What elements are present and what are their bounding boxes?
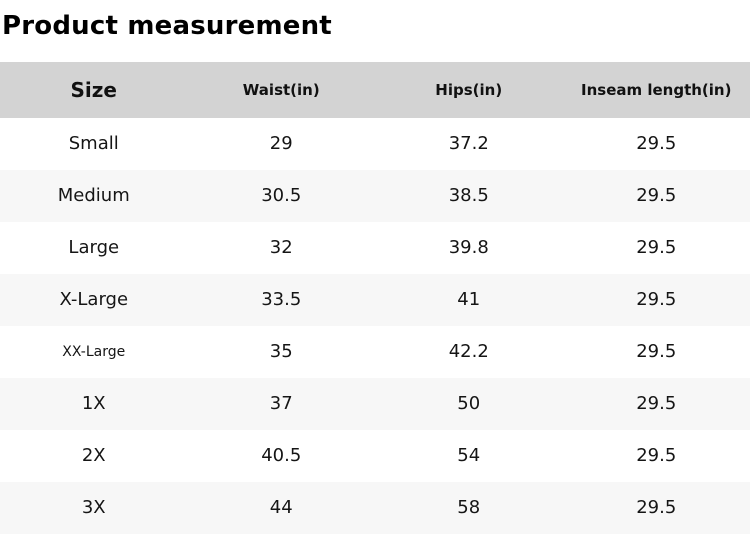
- waist-cell: 37: [188, 378, 376, 430]
- hips-cell: 58: [375, 482, 563, 534]
- waist-cell: 32: [188, 222, 376, 274]
- inseam-cell: 29.5: [563, 170, 750, 222]
- hips-cell: 50: [375, 378, 563, 430]
- size-cell: 2X: [0, 430, 188, 482]
- waist-cell: 44: [188, 482, 376, 534]
- hips-cell: 54: [375, 430, 563, 482]
- size-cell: 3X: [0, 482, 188, 534]
- hips-cell: 38.5: [375, 170, 563, 222]
- inseam-cell: 29.5: [563, 326, 750, 378]
- size-cell: Large: [0, 222, 188, 274]
- table-header-row: Size Waist(in) Hips(in) Inseam length(in…: [0, 62, 750, 118]
- waist-cell: 35: [188, 326, 376, 378]
- waist-cell: 33.5: [188, 274, 376, 326]
- hips-cell: 42.2: [375, 326, 563, 378]
- hips-cell: 39.8: [375, 222, 563, 274]
- column-header-hips: Hips(in): [375, 62, 563, 118]
- inseam-cell: 29.5: [563, 430, 750, 482]
- column-header-waist: Waist(in): [188, 62, 376, 118]
- page-title: Product measurement: [2, 11, 750, 42]
- inseam-cell: 29.5: [563, 118, 750, 170]
- waist-cell: 29: [188, 118, 376, 170]
- hips-cell: 37.2: [375, 118, 563, 170]
- table-header: Size Waist(in) Hips(in) Inseam length(in…: [0, 62, 750, 118]
- waist-cell: 40.5: [188, 430, 376, 482]
- size-cell: XX-Large: [0, 326, 188, 378]
- inseam-cell: 29.5: [563, 482, 750, 534]
- size-cell: 1X: [0, 378, 188, 430]
- inseam-cell: 29.5: [563, 378, 750, 430]
- hips-cell: 41: [375, 274, 563, 326]
- size-cell: Medium: [0, 170, 188, 222]
- column-header-inseam-length: Inseam length(in): [563, 62, 750, 118]
- inseam-cell: 29.5: [563, 274, 750, 326]
- column-header-size: Size: [0, 62, 188, 118]
- measurement-table: Size Waist(in) Hips(in) Inseam length(in…: [0, 62, 750, 534]
- waist-cell: 30.5: [188, 170, 376, 222]
- size-cell: Small: [0, 118, 188, 170]
- inseam-cell: 29.5: [563, 222, 750, 274]
- size-cell: X-Large: [0, 274, 188, 326]
